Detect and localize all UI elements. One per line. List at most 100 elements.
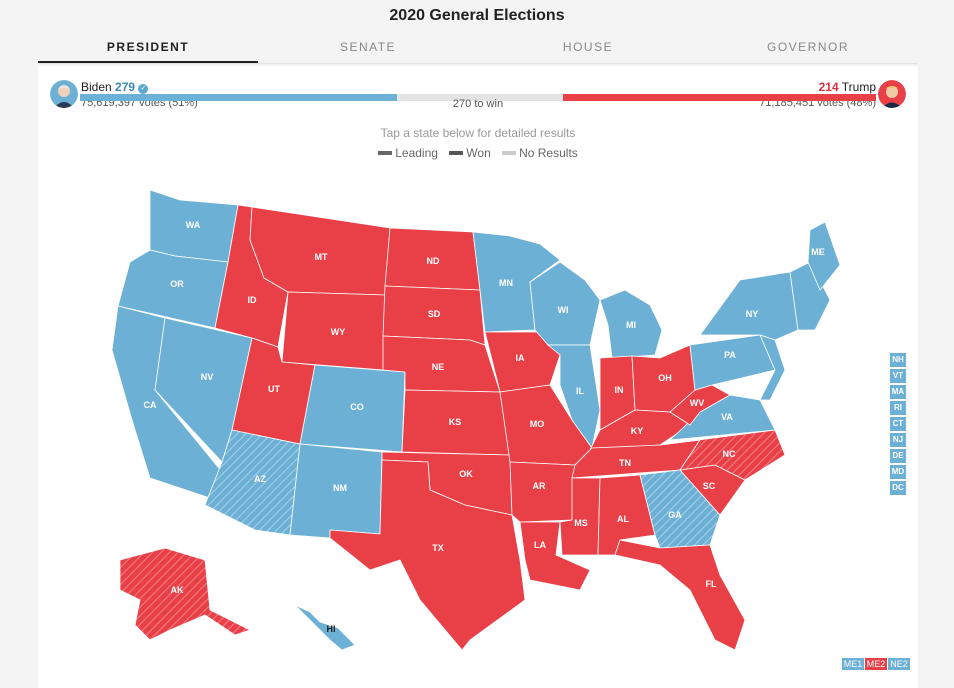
label-AZ: AZ <box>254 474 266 484</box>
district-ME2[interactable]: ME2 <box>865 658 887 670</box>
tab-house[interactable]: HOUSE <box>562 40 614 54</box>
label-MT: MT <box>315 252 328 262</box>
label-IL: IL <box>576 386 585 396</box>
tab-governor[interactable]: GOVERNOR <box>766 40 849 54</box>
district-NE2[interactable]: NE2 <box>888 658 910 670</box>
biden-avatar <box>50 80 78 108</box>
label-MN: MN <box>499 278 513 288</box>
label-OK: OK <box>459 469 473 479</box>
label-ND: ND <box>427 256 440 266</box>
small-state-NJ[interactable]: NJ <box>890 433 906 447</box>
label-AR: AR <box>533 481 546 491</box>
trump-name: Trump <box>841 80 876 94</box>
district-ME1[interactable]: ME1 <box>842 658 864 670</box>
label-NC: NC <box>723 449 736 459</box>
label-CA: CA <box>144 400 157 410</box>
us-electoral-map: WA OR CA NV ID MT WY UT AZ CO NM ND SD N… <box>111 189 841 651</box>
state-NY[interactable] <box>699 271 799 341</box>
label-OH: OH <box>658 373 672 383</box>
label-UT: UT <box>268 384 280 394</box>
winner-check-icon: ✓ <box>138 84 149 94</box>
map-legend: Leading Won No Results <box>38 146 918 160</box>
label-HI: HI <box>327 624 336 634</box>
state-MI[interactable] <box>599 289 663 359</box>
state-IL[interactable] <box>547 344 601 449</box>
label-TX: TX <box>432 543 444 553</box>
label-LA: LA <box>534 540 546 550</box>
legend-won: Won <box>449 146 491 160</box>
label-WA: WA <box>186 220 201 230</box>
state-MID-ATLANTIC[interactable] <box>759 334 786 401</box>
label-SC: SC <box>703 481 716 491</box>
small-state-CT[interactable]: CT <box>890 417 906 431</box>
label-SD: SD <box>428 309 441 319</box>
trump-electoral-votes: 214 <box>818 80 839 94</box>
state-LA[interactable] <box>519 521 591 591</box>
label-MI: MI <box>626 320 636 330</box>
biden-header: Biden 279 ✓ <box>81 80 149 94</box>
small-state-MD[interactable]: MD <box>890 465 906 479</box>
small-state-DC[interactable]: DC <box>890 481 906 495</box>
label-OR: OR <box>170 279 184 289</box>
race-tabs: PRESIDENT SENATE HOUSE GOVERNOR <box>38 40 918 64</box>
state-HI[interactable] <box>294 604 356 651</box>
label-WI: WI <box>558 305 569 315</box>
label-TN: TN <box>619 458 631 468</box>
state-NC[interactable] <box>659 429 786 481</box>
label-VA: VA <box>721 412 733 422</box>
label-WV: WV <box>690 398 705 408</box>
label-NE: NE <box>432 362 445 372</box>
trump-electoral-bar <box>563 94 876 101</box>
trump-avatar <box>878 80 906 108</box>
label-PA: PA <box>724 350 736 360</box>
small-state-NH[interactable]: NH <box>890 353 906 367</box>
label-NV: NV <box>201 372 214 382</box>
state-PA[interactable] <box>689 334 776 391</box>
split-districts: ME1 ME2 NE2 <box>842 658 911 670</box>
small-states-list: NH VT MA RI CT NJ DE MD DC <box>890 353 906 497</box>
biden-name: Biden <box>81 80 112 94</box>
label-ME: ME <box>811 247 825 257</box>
legend-no-results: No Results <box>502 146 578 160</box>
small-state-DE[interactable]: DE <box>890 449 906 463</box>
state-NE-NEW-ENGLAND[interactable] <box>789 261 831 331</box>
small-state-MA[interactable]: MA <box>890 385 906 399</box>
label-MO: MO <box>530 419 545 429</box>
electoral-bar-track <box>80 94 876 101</box>
label-ID: ID <box>248 295 258 305</box>
label-MS: MS <box>574 518 588 528</box>
results-card: Biden 279 ✓ 75,619,397 votes (51%) 214 T… <box>38 66 918 688</box>
label-NM: NM <box>333 483 347 493</box>
biden-electoral-votes: 279 <box>115 80 136 94</box>
page-title: 2020 General Elections <box>389 7 565 24</box>
legend-leading: Leading <box>378 146 438 160</box>
label-AL: AL <box>617 514 629 524</box>
label-FL: FL <box>706 579 717 589</box>
label-KY: KY <box>631 426 644 436</box>
label-IA: IA <box>516 353 526 363</box>
label-CO: CO <box>350 402 364 412</box>
label-KS: KS <box>449 417 462 427</box>
label-AK: AK <box>171 585 184 595</box>
label-WY: WY <box>331 327 346 337</box>
tab-senate[interactable]: SENATE <box>339 40 397 54</box>
state-TX[interactable] <box>329 459 526 651</box>
small-state-VT[interactable]: VT <box>890 369 906 383</box>
instruction-text: Tap a state below for detailed results <box>380 126 576 140</box>
small-state-RI[interactable]: RI <box>890 401 906 415</box>
state-ME[interactable] <box>807 221 841 291</box>
trump-header: 214 Trump <box>819 80 876 94</box>
biden-electoral-bar <box>80 94 397 101</box>
state-AR[interactable] <box>509 461 576 523</box>
state-labels: WA OR CA NV ID MT WY UT AZ CO NM ND SD N… <box>144 220 825 634</box>
state-AK[interactable] <box>119 547 251 641</box>
label-GA: GA <box>668 510 682 520</box>
label-IN: IN <box>615 385 624 395</box>
label-NY: NY <box>746 309 759 319</box>
tab-president[interactable]: PRESIDENT <box>38 40 258 63</box>
to-win-label: 270 to win <box>452 98 504 110</box>
state-MT[interactable] <box>249 206 391 296</box>
state-WI[interactable] <box>529 261 601 346</box>
state-FL[interactable] <box>614 539 746 651</box>
